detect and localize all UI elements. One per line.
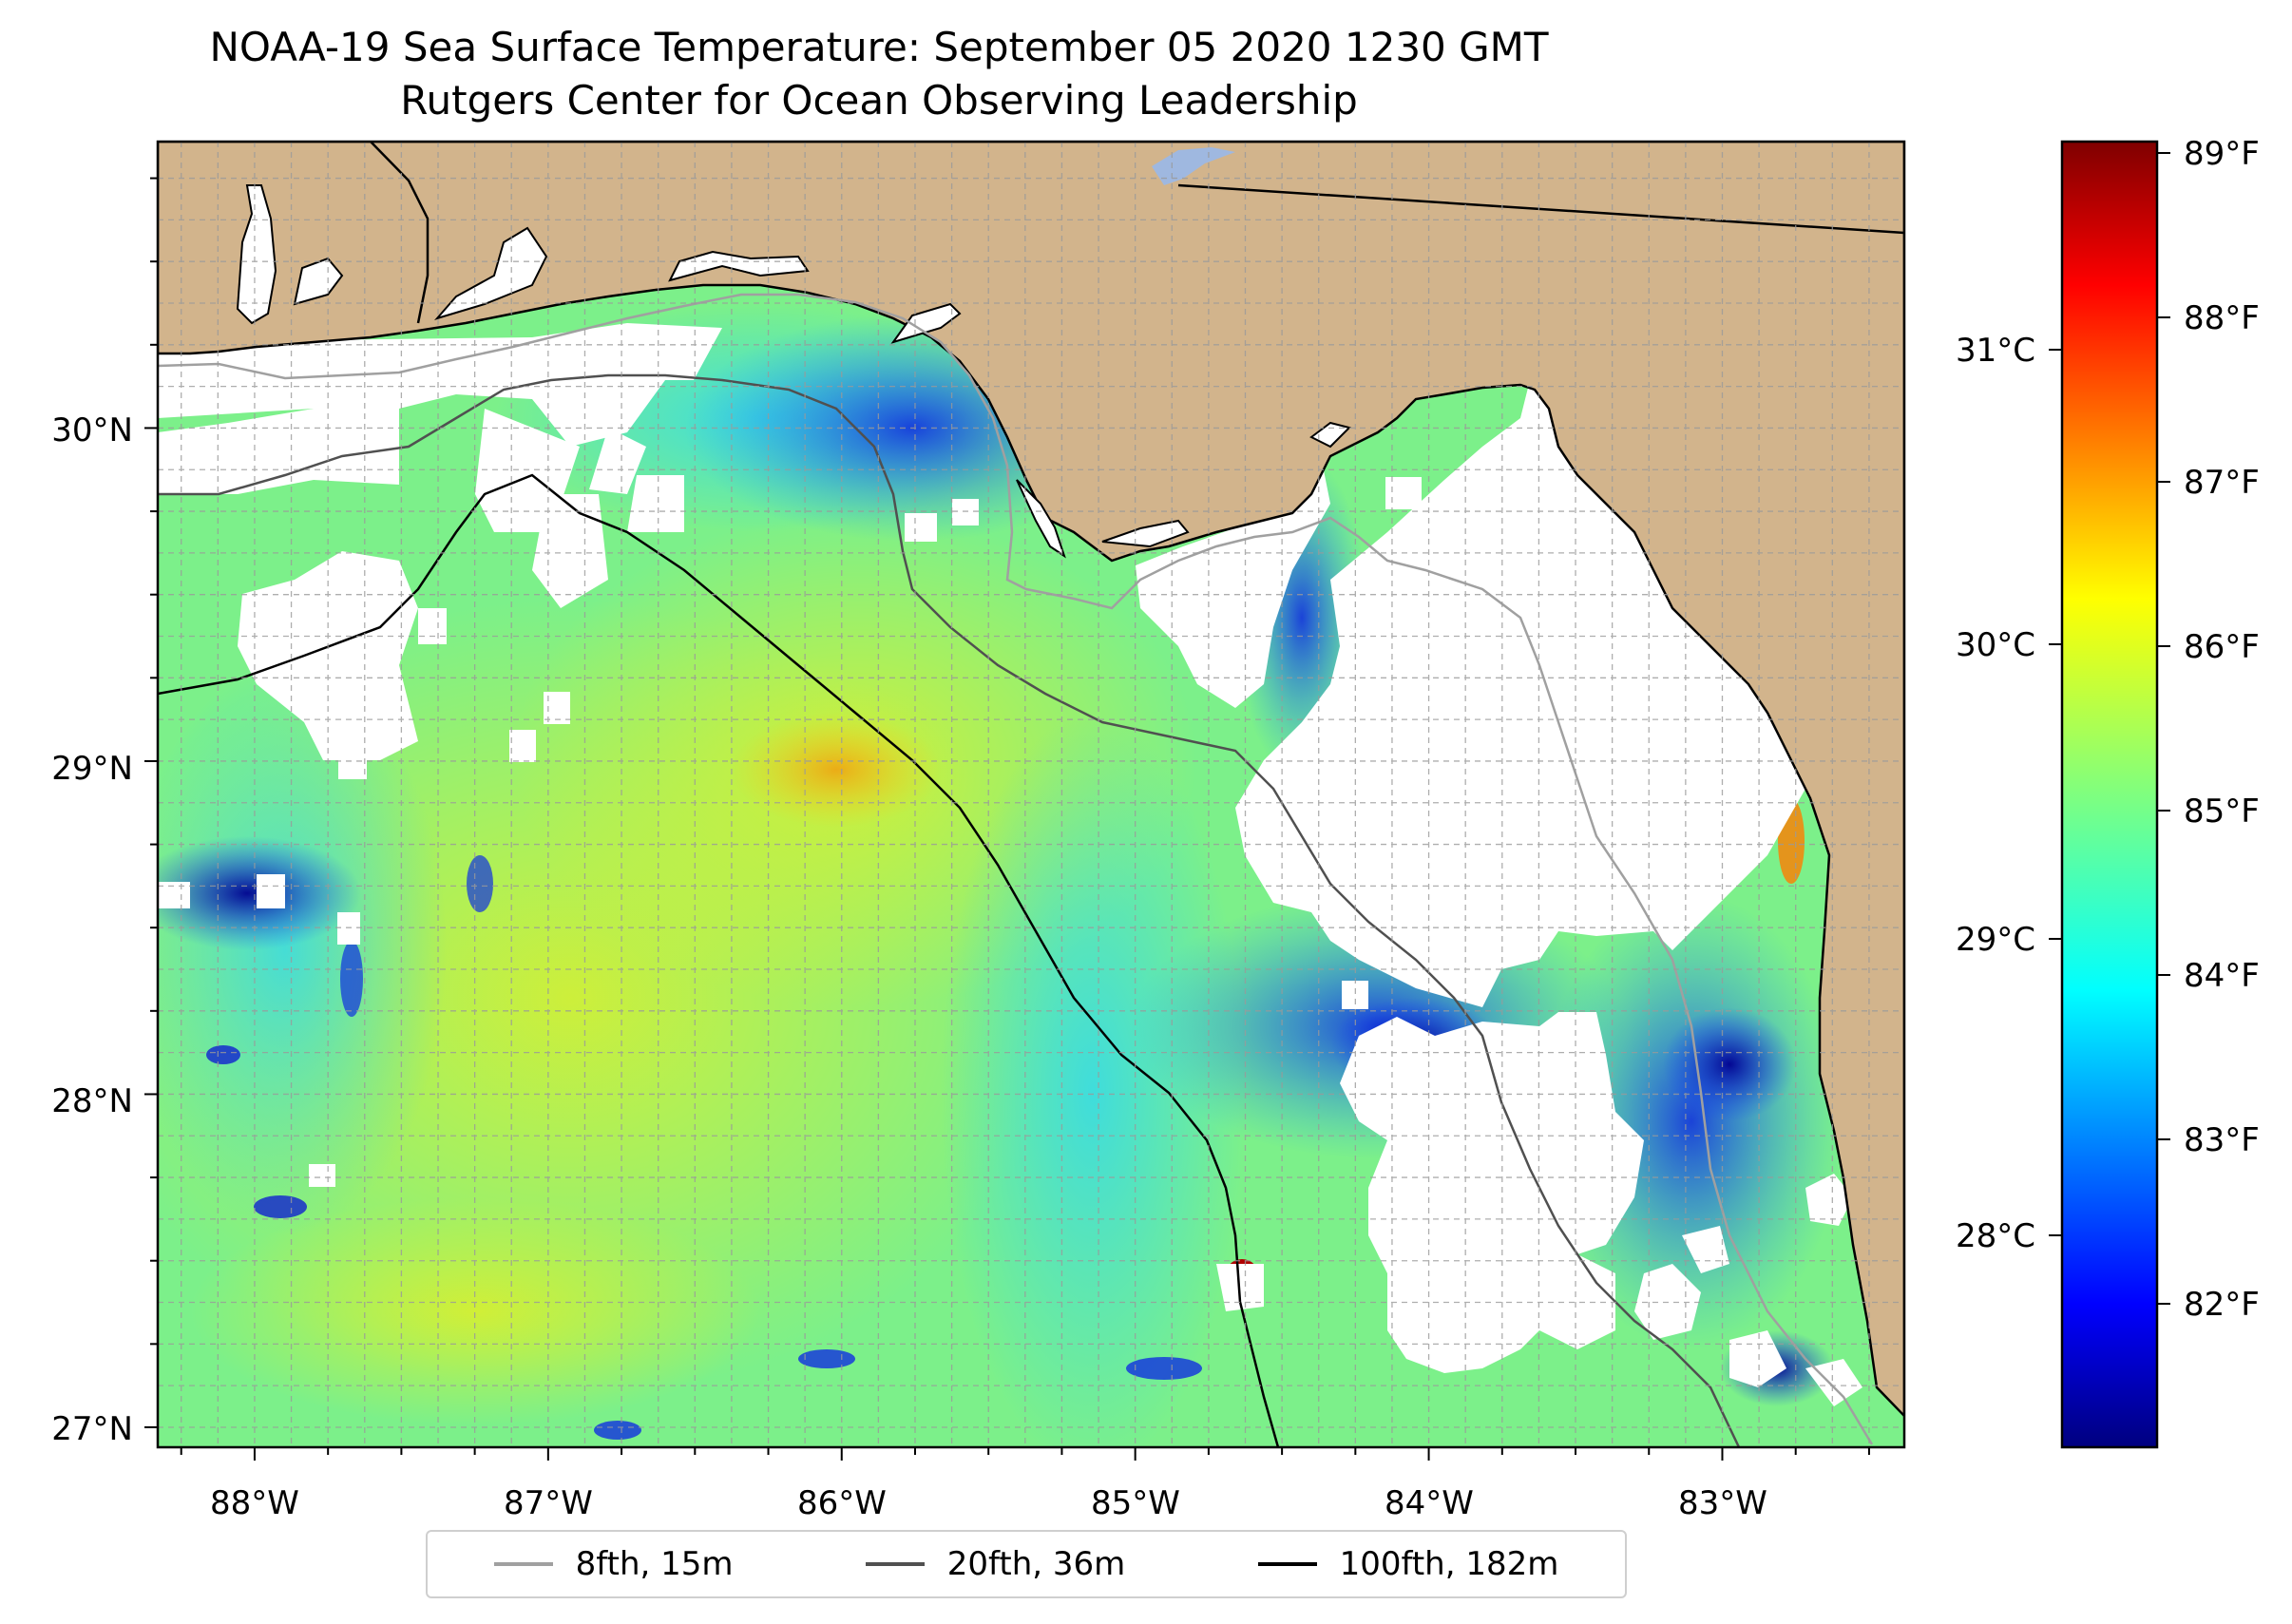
isobath-8fth: [158, 293, 1874, 1445]
fahrenheit-tick-label: 84°F: [2184, 957, 2260, 995]
state-border: [1177, 183, 1904, 235]
lat-tick-label: 28°N: [51, 1082, 133, 1120]
celsius-tick-label: 30°C: [1956, 626, 2035, 664]
legend-swatch: [493, 1562, 553, 1566]
fahrenheit-tick-label: 89°F: [2184, 135, 2260, 173]
map-area: [158, 142, 1904, 1447]
chart-title: NOAA-19 Sea Surface Temperature: Septemb…: [209, 24, 1549, 70]
colorbar-celsius-axis: 28°C 29°C 30°C 31°C: [1956, 332, 2035, 1255]
colorbar: 82°F 83°F 84°F 85°F 86°F 87°F 88°F 89°F …: [1956, 135, 2260, 1449]
lon-tick-label: 84°W: [1385, 1484, 1474, 1522]
lon-tick-label: 83°W: [1678, 1484, 1767, 1522]
axis-ticks: [144, 177, 1870, 1461]
legend-swatch: [865, 1562, 925, 1566]
isobath-20fth: [158, 373, 1741, 1447]
longitude-axis: 88°W 87°W 86°W 85°W 84°W 83°W: [210, 1484, 1767, 1522]
fahrenheit-tick-label: 86°F: [2184, 628, 2260, 666]
legend-swatch: [1257, 1562, 1317, 1566]
isobath-100fth: [158, 473, 1280, 1447]
lon-tick-label: 88°W: [210, 1484, 299, 1522]
lon-tick-label: 87°W: [504, 1484, 593, 1522]
legend-item-100fth: 100fth, 182m: [1257, 1545, 1559, 1583]
fahrenheit-tick-label: 83°F: [2184, 1121, 2260, 1159]
celsius-tick-label: 28°C: [1956, 1217, 2035, 1255]
chart-subtitle: Rutgers Center for Ocean Observing Leade…: [400, 77, 1358, 124]
colorbar-fahrenheit-axis: 82°F 83°F 84°F 85°F 86°F 87°F 88°F 89°F: [2184, 135, 2260, 1324]
lat-tick-label: 27°N: [51, 1410, 133, 1448]
colorbar-gradient: [2060, 140, 2159, 1449]
celsius-tick-label: 31°C: [1956, 332, 2035, 370]
lon-tick-label: 85°W: [1091, 1484, 1180, 1522]
legend-label: 20fth, 36m: [946, 1545, 1126, 1583]
legend-item-8fth: 8fth, 15m: [493, 1545, 734, 1583]
isobath-legend: 8fth, 15m 20fth, 36m 100fth, 182m: [426, 1530, 1627, 1598]
legend-item-20fth: 20fth, 36m: [865, 1545, 1126, 1583]
lat-tick-label: 30°N: [51, 411, 133, 449]
fahrenheit-tick-label: 87°F: [2184, 464, 2260, 502]
fahrenheit-tick-label: 88°F: [2184, 299, 2260, 337]
fahrenheit-tick-label: 85°F: [2184, 793, 2260, 831]
colorbar-ticks: [2049, 152, 2170, 1305]
fahrenheit-tick-label: 82°F: [2184, 1286, 2260, 1324]
gridlines: [158, 142, 1904, 1447]
celsius-tick-label: 29°C: [1956, 921, 2035, 959]
map-frame: [156, 140, 1906, 1449]
latitude-axis: 30°N 29°N 28°N 27°N: [51, 411, 133, 1448]
inland-lake: [1152, 147, 1235, 185]
legend-label: 100fth, 182m: [1339, 1545, 1559, 1583]
lat-tick-label: 29°N: [51, 750, 133, 788]
lon-tick-label: 86°W: [797, 1484, 887, 1522]
legend-label: 8fth, 15m: [575, 1545, 734, 1583]
